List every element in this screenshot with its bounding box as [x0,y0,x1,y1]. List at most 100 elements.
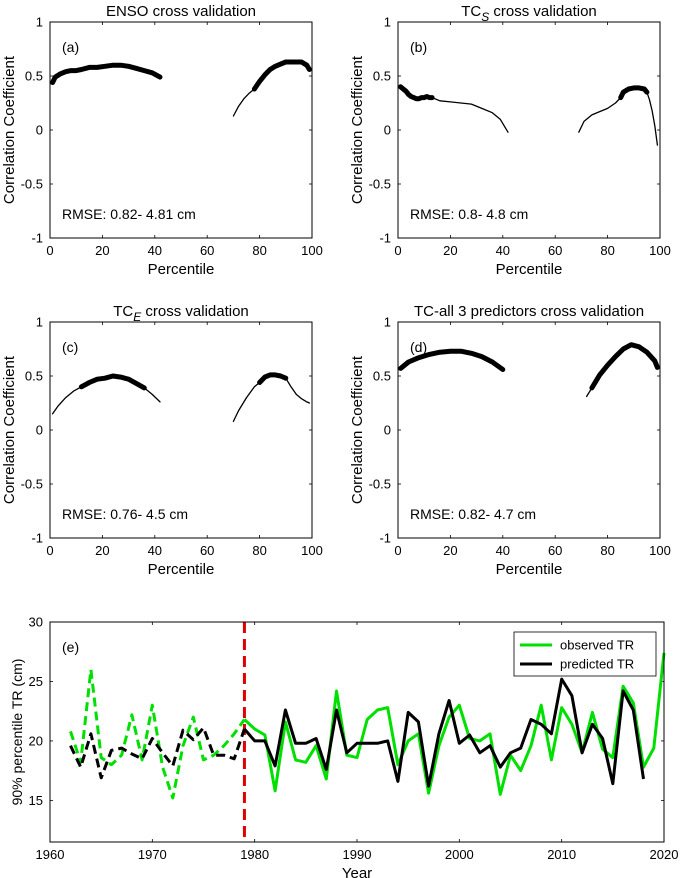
x-tick-label: 1970 [138,847,167,862]
title-subscript: S [481,10,489,24]
series-line [78,373,147,391]
axes-frame [397,21,661,239]
series-line [285,377,311,404]
x-tick-label: 60 [548,543,562,558]
series-line [589,342,660,391]
x-tick-label: 0 [46,243,53,258]
observed-tr-line-dashed [69,668,246,800]
panel-b: 0 20 40 60 80 100 -1 -0.5 0 0.5 1 Percentile Correla… [349,3,671,278]
observed-tr-line-solid [243,652,666,796]
axes-frame [49,321,313,539]
chart-title: TCE cross validation [113,303,249,324]
series-line [50,62,163,85]
y-tick-label: 0 [36,123,43,138]
panel-e: 1960 1970 1980 1990 2000 2010 2020 15 20 25 30 Year… [9,615,678,878]
series-line [232,88,256,117]
axes-frame [397,321,661,539]
x-tick-label: 60 [200,243,214,258]
x-tick-label: 100 [649,243,671,258]
x-tick-label: 80 [252,243,266,258]
y-tick-label: 0.5 [25,369,43,384]
x-tick-label: 1990 [343,847,372,862]
y-axis-label: Correlation Coefficient [1,55,18,204]
y-tick-label: -1 [31,531,43,546]
y-tick-label: 0 [384,423,391,438]
panel-label: (e) [62,639,79,655]
y-tick-label: 20 [29,733,43,748]
axes-frame [49,21,313,239]
x-tick-label: 100 [649,543,671,558]
x-tick-label: 60 [548,243,562,258]
y-tick-label: -0.5 [21,477,43,492]
series-line [398,348,506,372]
rmse-annotation: RMSE: 0.76- 4.5 cm [62,506,188,522]
series-line [646,91,659,146]
y-tick-label: 1 [36,315,43,330]
axes-frame [49,621,665,843]
x-axis-label: Percentile [148,261,215,278]
x-tick-label: 40 [148,243,162,258]
x-tick-label: 2010 [547,847,576,862]
predicted-tr-line-dashed [69,726,246,780]
x-tick-label: 100 [301,243,323,258]
chart-title: ENSO cross validation [106,3,256,20]
x-tick-label: 80 [600,243,614,258]
y-tick-label: 30 [29,615,43,630]
x-tick-label: 1980 [240,847,269,862]
y-tick-label: 0.5 [25,69,43,84]
legend-label: observed TR [560,638,634,653]
x-tick-label: 40 [148,543,162,558]
rmse-annotation: RMSE: 0.82- 4.7 cm [410,506,536,522]
y-tick-label: -0.5 [369,477,391,492]
y-tick-label: -1 [31,231,43,246]
series-line [251,59,312,92]
x-tick-label: 0 [394,543,401,558]
series-line [578,96,622,133]
chart-title: TCS cross validation [461,3,597,24]
title-rest: cross validation [489,3,597,20]
x-tick-label: 1960 [36,847,65,862]
x-tick-label: 20 [95,243,109,258]
y-tick-label: 1 [36,15,43,30]
panel-label: (b) [410,39,427,55]
x-tick-label: 60 [200,543,214,558]
panel-label: (c) [62,339,78,355]
y-tick-label: -1 [379,231,391,246]
x-tick-label: 20 [443,543,457,558]
x-tick-label: 2000 [445,847,474,862]
x-tick-label: 20 [443,243,457,258]
x-axis-label: Percentile [148,561,215,578]
title-rest: cross validation [141,303,249,320]
y-tick-label: -1 [379,531,391,546]
panel-a: 0 20 40 60 80 100 -1 -0.5 0 0.5 1 Percentile Correla… [1,3,323,278]
series-line [51,386,83,415]
y-tick-label: 0 [384,123,391,138]
y-axis-label: Correlation Coefficient [349,55,366,204]
x-tick-label: 80 [600,543,614,558]
y-tick-label: 0.5 [373,369,391,384]
y-tick-label: -0.5 [369,177,391,192]
x-tick-label: 40 [496,243,510,258]
y-tick-label: 0.5 [373,69,391,84]
legend-box [513,631,657,677]
rmse-annotation: RMSE: 0.82- 4.81 cm [62,206,196,222]
y-tick-label: 1 [384,15,391,30]
series-line [431,96,509,133]
legend-label: predicted TR [560,657,634,672]
y-tick-label: 1 [384,315,391,330]
x-tick-label: 2020 [650,847,679,862]
panel-label: (a) [62,39,79,55]
panel-c: 0 20 40 60 80 100 -1 -0.5 0 0.5 1 Percentile Correla… [1,303,323,578]
y-tick-label: -0.5 [21,177,43,192]
panel-label: (d) [410,339,427,355]
x-tick-label: 20 [95,543,109,558]
x-tick-label: 80 [252,543,266,558]
series-line [143,387,161,403]
series-line [398,84,435,102]
title-main: TC [113,303,133,320]
y-tick-label: 0 [36,423,43,438]
x-tick-label: 0 [394,243,401,258]
y-axis-label: Correlation Coefficient [349,355,366,504]
y-tick-label: 15 [29,793,43,808]
